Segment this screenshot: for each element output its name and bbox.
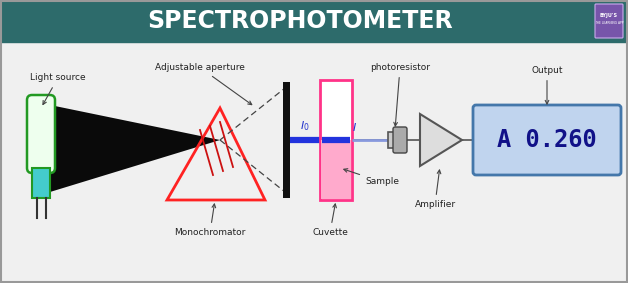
FancyBboxPatch shape bbox=[393, 127, 407, 153]
Text: Monochromator: Monochromator bbox=[175, 204, 246, 237]
Bar bbox=[321, 140, 351, 199]
FancyBboxPatch shape bbox=[595, 4, 623, 38]
Text: Adjustable aperture: Adjustable aperture bbox=[155, 63, 252, 105]
Polygon shape bbox=[50, 105, 220, 192]
Text: BYJU'S: BYJU'S bbox=[600, 14, 618, 18]
FancyBboxPatch shape bbox=[473, 105, 621, 175]
Bar bbox=[320, 80, 352, 200]
Text: Amplifier: Amplifier bbox=[414, 170, 455, 209]
Bar bbox=[283, 82, 290, 198]
Text: Sample: Sample bbox=[344, 169, 399, 186]
Bar bbox=[32, 168, 50, 198]
Text: I: I bbox=[352, 123, 355, 133]
Text: $I_0$: $I_0$ bbox=[300, 119, 310, 133]
Text: Light source: Light source bbox=[30, 74, 85, 104]
Text: Output: Output bbox=[531, 66, 563, 104]
Text: THE LEARNING APP: THE LEARNING APP bbox=[595, 21, 623, 25]
Bar bbox=[0, 0, 628, 42]
Text: A 0.260: A 0.260 bbox=[497, 128, 597, 152]
Text: photoresistor: photoresistor bbox=[370, 63, 430, 126]
Text: Cuvette: Cuvette bbox=[312, 204, 348, 237]
Polygon shape bbox=[420, 114, 462, 166]
FancyBboxPatch shape bbox=[27, 95, 55, 173]
Text: SPECTROPHOTOMETER: SPECTROPHOTOMETER bbox=[147, 9, 453, 33]
Bar bbox=[388, 132, 398, 148]
